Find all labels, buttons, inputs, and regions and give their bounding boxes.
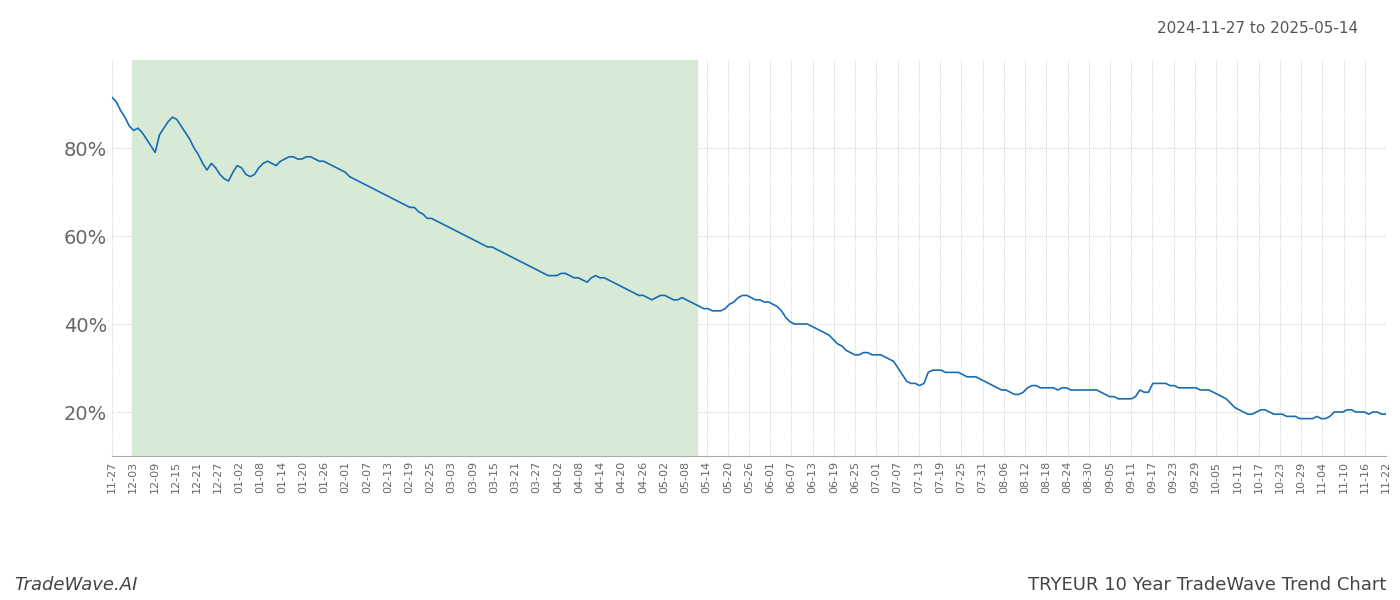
Text: 2024-11-27 to 2025-05-14: 2024-11-27 to 2025-05-14 — [1156, 21, 1358, 36]
Text: TradeWave.AI: TradeWave.AI — [14, 576, 137, 594]
Text: TRYEUR 10 Year TradeWave Trend Chart: TRYEUR 10 Year TradeWave Trend Chart — [1028, 576, 1386, 594]
Bar — [133, 60, 697, 456]
